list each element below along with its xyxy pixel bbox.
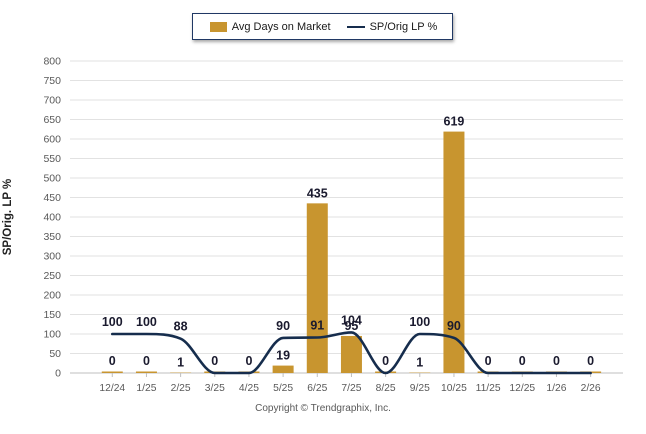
svg-text:6/25: 6/25: [307, 383, 327, 394]
svg-text:435: 435: [307, 186, 328, 200]
svg-text:619: 619: [444, 115, 465, 129]
svg-text:0: 0: [553, 354, 560, 368]
svg-text:300: 300: [43, 250, 61, 262]
svg-text:50: 50: [49, 348, 61, 360]
svg-text:100: 100: [43, 328, 61, 340]
svg-text:100: 100: [409, 315, 430, 329]
svg-text:11/25: 11/25: [476, 383, 501, 394]
svg-text:650: 650: [43, 114, 61, 126]
svg-text:750: 750: [43, 75, 61, 87]
svg-text:350: 350: [43, 231, 61, 243]
svg-text:88: 88: [174, 320, 188, 334]
svg-text:91: 91: [310, 319, 324, 333]
svg-text:0: 0: [587, 354, 594, 368]
svg-text:800: 800: [43, 55, 61, 67]
svg-text:0: 0: [143, 354, 150, 368]
svg-text:150: 150: [43, 309, 61, 321]
svg-text:100: 100: [136, 315, 157, 329]
svg-text:12/25: 12/25: [509, 383, 535, 394]
svg-text:19: 19: [276, 349, 290, 363]
svg-text:0: 0: [55, 367, 61, 379]
svg-text:90: 90: [447, 319, 461, 333]
svg-text:7/25: 7/25: [341, 383, 361, 394]
svg-text:10/25: 10/25: [441, 383, 467, 394]
svg-text:1: 1: [177, 356, 184, 370]
svg-text:0: 0: [245, 354, 252, 368]
svg-text:2/26: 2/26: [581, 383, 601, 394]
svg-text:200: 200: [43, 289, 61, 301]
svg-text:600: 600: [43, 133, 61, 145]
svg-text:8/25: 8/25: [376, 383, 396, 394]
svg-text:90: 90: [276, 319, 290, 333]
svg-text:5/25: 5/25: [273, 383, 293, 394]
svg-text:1: 1: [416, 356, 423, 370]
svg-text:0: 0: [519, 354, 526, 368]
svg-text:0: 0: [382, 354, 389, 368]
svg-text:0: 0: [109, 354, 116, 368]
svg-text:4/25: 4/25: [239, 383, 259, 394]
svg-text:100: 100: [102, 315, 123, 329]
svg-text:550: 550: [43, 153, 61, 165]
svg-text:500: 500: [43, 172, 61, 184]
svg-text:1/25: 1/25: [136, 383, 156, 394]
svg-text:2/25: 2/25: [171, 383, 191, 394]
svg-text:700: 700: [43, 94, 61, 106]
svg-text:250: 250: [43, 270, 61, 282]
svg-text:400: 400: [43, 211, 61, 223]
svg-text:0: 0: [485, 354, 492, 368]
svg-text:450: 450: [43, 192, 61, 204]
svg-text:9/25: 9/25: [410, 383, 430, 394]
svg-text:0: 0: [211, 354, 218, 368]
svg-text:104: 104: [341, 313, 362, 327]
svg-text:12/24: 12/24: [99, 383, 125, 394]
svg-text:3/25: 3/25: [205, 383, 225, 394]
svg-text:1/26: 1/26: [546, 383, 566, 394]
